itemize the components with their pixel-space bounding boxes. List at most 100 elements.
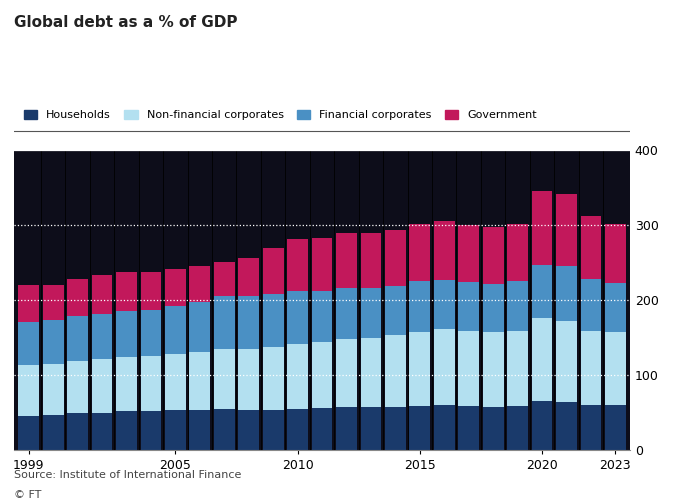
- Bar: [580, 331, 601, 405]
- Bar: [483, 284, 503, 332]
- Bar: [312, 291, 332, 342]
- Bar: [262, 410, 284, 450]
- Bar: [165, 410, 186, 450]
- Bar: [605, 332, 626, 405]
- Bar: [458, 331, 479, 406]
- Bar: [116, 357, 136, 411]
- Bar: [262, 248, 284, 294]
- Bar: [531, 191, 552, 265]
- Bar: [434, 280, 454, 329]
- Bar: [385, 406, 406, 450]
- Bar: [508, 224, 528, 281]
- Bar: [508, 331, 528, 406]
- Bar: [67, 361, 88, 413]
- Bar: [92, 359, 113, 412]
- Bar: [605, 283, 626, 332]
- Bar: [508, 281, 528, 331]
- Bar: [580, 216, 601, 279]
- Text: Source: Institute of International Finance: Source: Institute of International Finan…: [14, 470, 241, 480]
- Bar: [410, 332, 430, 406]
- Bar: [214, 262, 235, 296]
- Bar: [360, 338, 382, 407]
- Bar: [165, 268, 186, 306]
- Bar: [67, 279, 88, 316]
- Bar: [238, 349, 259, 410]
- Bar: [385, 230, 406, 286]
- Bar: [18, 285, 39, 322]
- Bar: [116, 411, 136, 450]
- Bar: [141, 356, 161, 411]
- Bar: [287, 238, 308, 291]
- Bar: [556, 194, 577, 266]
- Bar: [92, 314, 113, 359]
- Bar: [410, 406, 430, 450]
- Bar: [238, 258, 259, 296]
- Bar: [312, 342, 332, 408]
- Bar: [43, 285, 64, 320]
- Bar: [336, 339, 357, 407]
- Bar: [238, 410, 259, 450]
- Bar: [190, 352, 210, 410]
- Text: © FT: © FT: [14, 490, 41, 500]
- Bar: [531, 318, 552, 401]
- Bar: [483, 332, 503, 406]
- Bar: [262, 346, 284, 410]
- Bar: [190, 410, 210, 450]
- Bar: [190, 266, 210, 302]
- Bar: [141, 272, 161, 310]
- Bar: [18, 322, 39, 365]
- Bar: [360, 407, 382, 450]
- Bar: [43, 415, 64, 450]
- Bar: [312, 238, 332, 291]
- Bar: [556, 266, 577, 321]
- Bar: [434, 329, 454, 405]
- Bar: [483, 227, 503, 283]
- Bar: [165, 354, 186, 410]
- Bar: [434, 405, 454, 450]
- Bar: [336, 288, 357, 339]
- Legend: Households, Non-financial corporates, Financial corporates, Government: Households, Non-financial corporates, Fi…: [20, 106, 541, 124]
- Bar: [385, 335, 406, 406]
- Bar: [336, 232, 357, 288]
- Bar: [410, 224, 430, 281]
- Bar: [238, 296, 259, 349]
- Bar: [214, 296, 235, 349]
- Bar: [287, 409, 308, 450]
- Bar: [287, 344, 308, 409]
- Bar: [605, 224, 626, 283]
- Bar: [580, 279, 601, 331]
- Bar: [483, 406, 503, 450]
- Bar: [312, 408, 332, 450]
- Bar: [214, 409, 235, 450]
- Bar: [508, 406, 528, 450]
- Bar: [287, 291, 308, 344]
- Bar: [410, 281, 430, 332]
- Bar: [458, 282, 479, 331]
- Bar: [360, 288, 382, 338]
- Bar: [556, 402, 577, 450]
- Bar: [458, 225, 479, 282]
- Bar: [605, 405, 626, 450]
- Bar: [336, 407, 357, 450]
- Bar: [360, 232, 382, 288]
- Bar: [262, 294, 284, 346]
- Bar: [434, 221, 454, 280]
- Bar: [190, 302, 210, 352]
- Bar: [67, 413, 88, 450]
- Bar: [141, 310, 161, 356]
- Bar: [385, 286, 406, 335]
- Bar: [67, 316, 88, 361]
- Bar: [458, 406, 479, 450]
- Bar: [556, 321, 577, 402]
- Bar: [116, 311, 136, 357]
- Bar: [531, 401, 552, 450]
- Text: Global debt as a % of GDP: Global debt as a % of GDP: [14, 15, 237, 30]
- Bar: [165, 306, 186, 354]
- Bar: [141, 411, 161, 450]
- Bar: [18, 365, 39, 416]
- Bar: [18, 416, 39, 450]
- Bar: [580, 405, 601, 450]
- Bar: [531, 265, 552, 318]
- Bar: [116, 272, 136, 311]
- Bar: [43, 320, 64, 364]
